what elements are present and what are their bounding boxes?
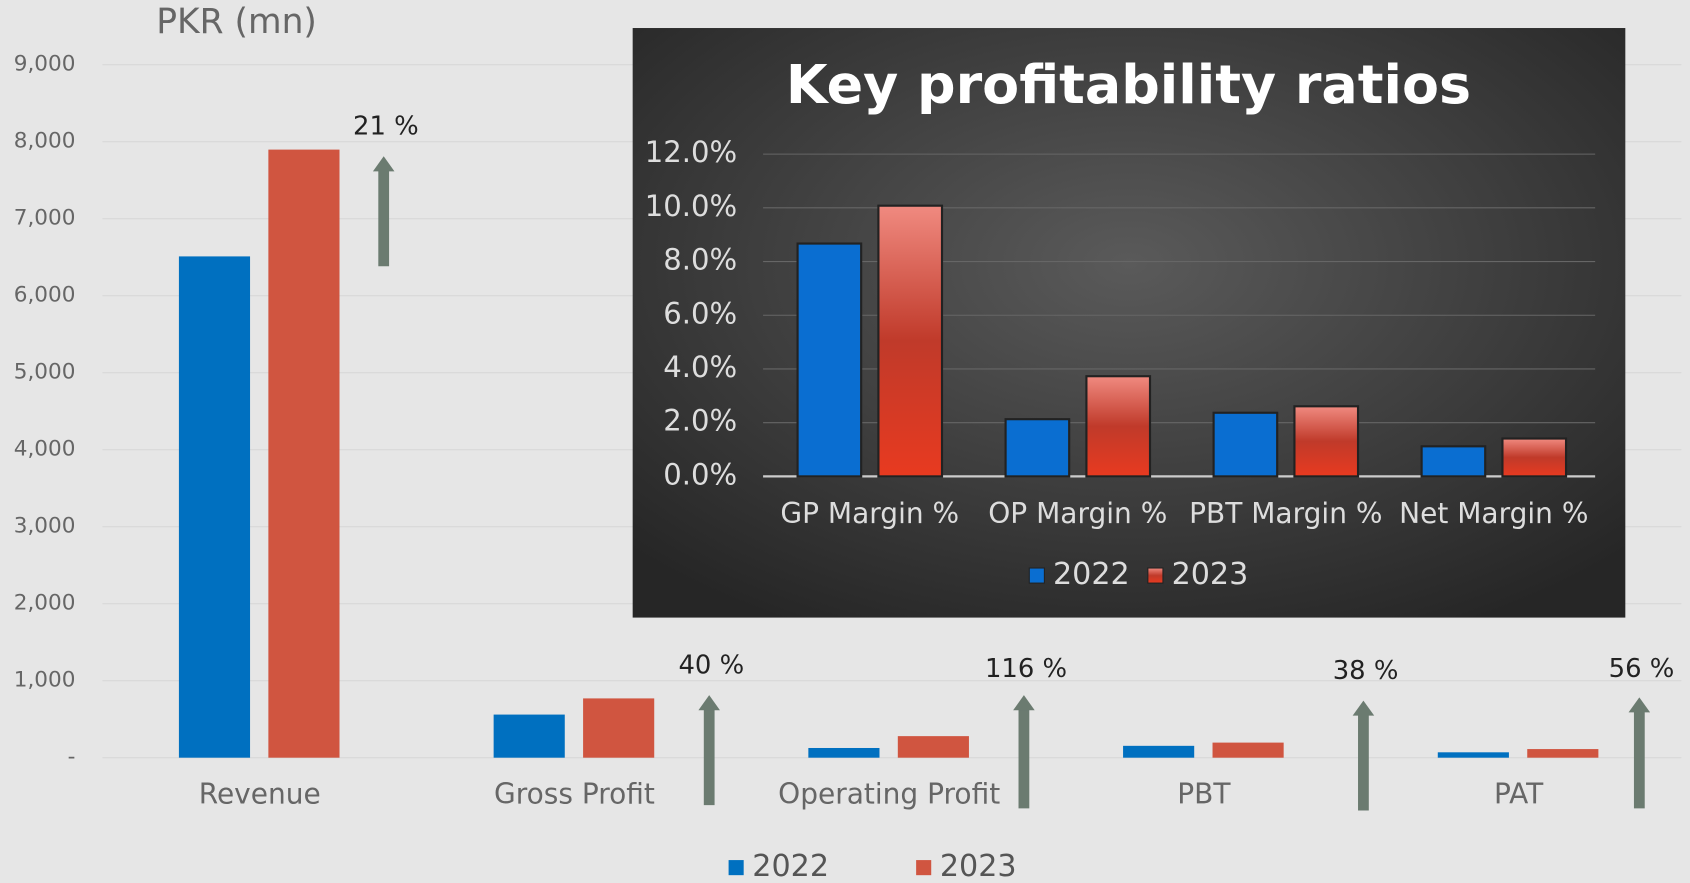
bar: [877, 204, 944, 478]
x-tick-label: PBT: [1177, 777, 1231, 810]
y-tick-label: 2,000: [14, 591, 76, 616]
bar: [1004, 418, 1071, 478]
bar: [268, 149, 340, 758]
y-tick-label: 5,000: [14, 360, 76, 385]
legend-swatch: [728, 860, 744, 876]
y-tick-label: 2.0%: [663, 404, 737, 438]
bar: [808, 747, 880, 758]
chart-title: Key profitability ratios: [786, 53, 1471, 116]
x-tick-label: Revenue: [199, 777, 321, 810]
y-tick-label: 7,000: [14, 206, 76, 231]
x-tick-label: GP Margin %: [780, 497, 959, 530]
arrow-head: [1013, 695, 1035, 711]
legend-swatch: [1147, 567, 1164, 584]
legend-swatch: [916, 860, 932, 876]
bar: [1293, 405, 1360, 478]
bar: [1085, 375, 1152, 478]
y-tick-label: 3,000: [14, 514, 76, 539]
y-tick-label: 9,000: [14, 52, 76, 77]
legend-label: 2023: [1172, 557, 1249, 592]
x-tick-label: Net Margin %: [1399, 497, 1588, 530]
annotation: 38 %: [1333, 656, 1399, 686]
bar: [178, 256, 251, 758]
legend-swatch: [1028, 567, 1045, 584]
bar: [897, 736, 969, 758]
annotation: 116 %: [985, 654, 1067, 684]
bar: [1527, 749, 1599, 758]
y-tick-label: 10.0%: [645, 189, 737, 223]
bar: [796, 242, 863, 478]
x-tick-label: PAT: [1494, 777, 1544, 810]
arrow-head: [1352, 700, 1375, 716]
annotation: 40 %: [678, 651, 744, 681]
annotation: 21 %: [353, 112, 419, 142]
x-tick-label: Operating Profit: [778, 777, 1000, 810]
y-tick-label: 12.0%: [645, 135, 737, 169]
y-tick-label: 6.0%: [663, 296, 737, 330]
bar: [493, 714, 565, 758]
x-tick-label: Gross Profit: [494, 777, 655, 810]
y-tick-label: 4,000: [14, 437, 76, 462]
arrow-head: [1628, 697, 1651, 713]
y-tick-label: 0.0%: [663, 457, 737, 491]
y-tick-label: 1,000: [14, 668, 76, 693]
arrow-head: [372, 156, 395, 172]
legend-label: 2022: [752, 849, 829, 883]
bar: [1212, 742, 1284, 758]
x-tick-label: PBT Margin %: [1189, 497, 1382, 530]
x-tick-label: OP Margin %: [988, 497, 1167, 530]
arrow-head: [698, 695, 720, 711]
legend-label: 2023: [940, 849, 1017, 883]
bar: [1123, 745, 1195, 758]
bar: [1437, 752, 1509, 758]
y-tick-label: 6,000: [14, 283, 76, 308]
y-tick-label: 8.0%: [663, 243, 737, 277]
legend-label: 2022: [1053, 557, 1130, 592]
annotation: 56 %: [1609, 654, 1675, 684]
y-tick-label: 4.0%: [663, 350, 737, 384]
bar: [1212, 411, 1279, 478]
y-tick-label: -: [68, 745, 76, 770]
bar: [583, 698, 655, 758]
bar: [1501, 437, 1568, 478]
bar: [1420, 445, 1487, 478]
y-axis-label: PKR (mn): [156, 2, 317, 42]
y-tick-label: 8,000: [14, 129, 76, 154]
